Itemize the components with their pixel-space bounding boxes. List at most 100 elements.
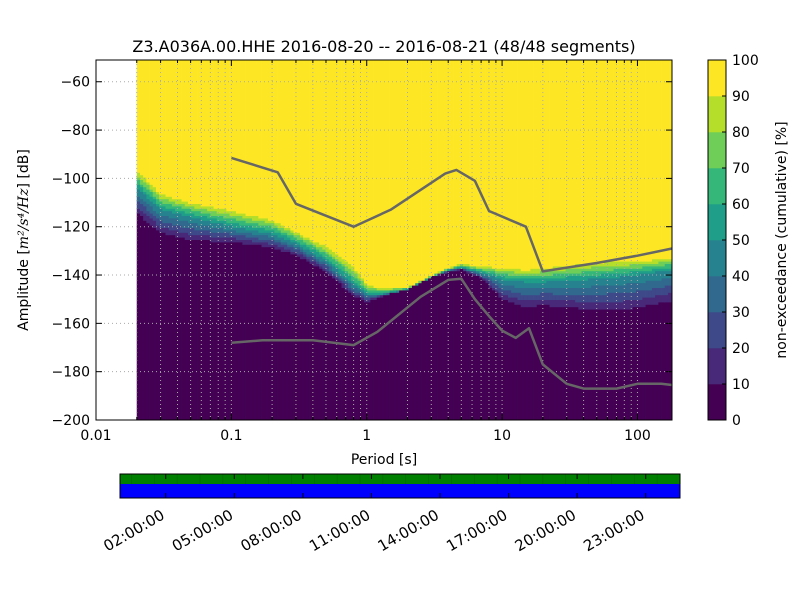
heatmap-cell xyxy=(242,232,246,236)
heatmap-cell xyxy=(539,271,544,277)
heatmap-cell xyxy=(159,206,163,210)
heatmap-cell xyxy=(267,60,272,222)
heatmap-cell xyxy=(245,232,250,238)
heatmap-cell xyxy=(619,273,624,277)
heatmap-cell xyxy=(546,276,550,279)
heatmap-cell xyxy=(607,292,611,303)
heatmap-cell xyxy=(187,235,192,241)
heatmap-cell xyxy=(191,240,195,420)
heatmap-cell xyxy=(642,290,646,298)
heatmap-cell xyxy=(562,307,566,420)
heatmap-cell xyxy=(437,273,442,277)
heatmap-cell xyxy=(280,228,285,234)
heatmap-cell xyxy=(581,60,586,265)
heatmap-cell xyxy=(479,276,483,279)
heatmap-cell xyxy=(578,60,582,265)
heatmap-cell xyxy=(319,60,323,246)
heatmap-cell xyxy=(351,295,355,420)
heatmap-cell xyxy=(603,60,608,262)
heatmap-cell xyxy=(562,280,566,289)
heatmap-cell xyxy=(667,292,672,303)
heatmap-cell xyxy=(555,288,560,296)
heatmap-cell xyxy=(658,295,662,303)
heatmap-cell xyxy=(309,242,314,246)
heatmap-cell xyxy=(658,280,662,289)
heatmap-cell xyxy=(530,288,534,296)
heatmap-cell xyxy=(255,235,259,238)
heatmap-cell xyxy=(226,218,230,224)
heatmap-cell xyxy=(168,230,173,236)
heatmap-cell xyxy=(405,288,410,291)
heatmap-cell xyxy=(219,216,224,222)
heatmap-cell xyxy=(482,266,486,270)
heatmap-cell xyxy=(271,228,275,231)
heatmap-cell xyxy=(664,278,669,286)
heatmap-cell xyxy=(175,199,179,205)
heatmap-cell xyxy=(517,280,522,289)
heatmap-cell xyxy=(495,280,499,286)
heatmap-cell xyxy=(463,60,467,265)
heatmap-cell xyxy=(319,261,323,265)
heatmap-cell xyxy=(603,271,608,274)
heatmap-cell xyxy=(200,208,205,214)
heatmap-cell xyxy=(472,268,477,272)
heatmap-cell xyxy=(507,278,512,282)
heatmap-cell xyxy=(440,273,445,420)
heatmap-cell xyxy=(200,216,205,222)
heatmap-cell xyxy=(309,252,314,255)
heatmap-cell xyxy=(639,300,643,308)
heatmap-cell xyxy=(290,60,294,231)
heatmap-cell xyxy=(245,237,250,241)
heatmap-cell xyxy=(584,280,589,289)
heatmap-cell xyxy=(539,292,544,301)
heatmap-cell xyxy=(335,60,339,255)
heatmap-cell xyxy=(184,213,189,217)
heatmap-cell xyxy=(581,276,586,282)
heatmap-cell xyxy=(213,208,218,212)
heatmap-cell xyxy=(667,278,672,286)
heatmap-cell xyxy=(312,261,317,267)
heatmap-cell xyxy=(667,259,672,262)
heatmap-cell xyxy=(149,60,154,186)
heatmap-cell xyxy=(491,276,496,282)
heatmap-cell xyxy=(341,259,346,265)
heatmap-cell xyxy=(427,276,432,279)
heatmap-cell xyxy=(181,208,186,212)
heatmap-cell xyxy=(552,278,557,282)
heatmap-cell xyxy=(232,237,237,243)
heatmap-cell xyxy=(335,280,339,420)
heatmap-cell xyxy=(527,283,531,289)
heatmap-cell xyxy=(587,268,592,272)
heatmap-cell xyxy=(635,300,640,308)
heatmap-cell xyxy=(328,266,333,272)
heatmap-cell xyxy=(168,204,173,210)
heatmap-cell xyxy=(642,264,646,267)
heatmap-cell xyxy=(245,223,250,226)
heatmap-cell xyxy=(664,268,669,272)
heatmap-cell xyxy=(267,225,272,231)
heatmap-cell xyxy=(591,60,595,265)
heatmap-cell xyxy=(232,223,237,229)
heatmap-cell xyxy=(399,290,403,420)
heatmap-cell xyxy=(165,204,170,210)
heatmap-cell xyxy=(235,220,240,224)
heatmap-cell xyxy=(299,240,304,246)
y-axis-ticks: −60 −80 −100 −120 −140 −160 −180 −200 xyxy=(52,75,672,429)
heatmap-cell xyxy=(280,235,285,238)
heatmap-cell xyxy=(251,216,256,222)
heatmap-cell xyxy=(539,276,544,279)
heatmap-cell xyxy=(290,240,294,243)
heatmap-cell xyxy=(168,60,173,198)
heatmap-cell xyxy=(383,295,387,420)
heatmap-cell xyxy=(431,60,435,277)
heatmap-cell xyxy=(191,218,195,224)
heatmap-cell xyxy=(655,60,659,260)
heatmap-cell xyxy=(498,276,502,279)
heatmap-cell xyxy=(242,218,246,222)
heatmap-cell xyxy=(658,271,662,282)
heatmap-cell xyxy=(632,300,637,308)
heatmap-cell xyxy=(559,60,563,267)
heatmap-cell xyxy=(287,252,291,420)
heatmap-cell xyxy=(597,271,602,277)
heatmap-cell xyxy=(485,273,490,277)
